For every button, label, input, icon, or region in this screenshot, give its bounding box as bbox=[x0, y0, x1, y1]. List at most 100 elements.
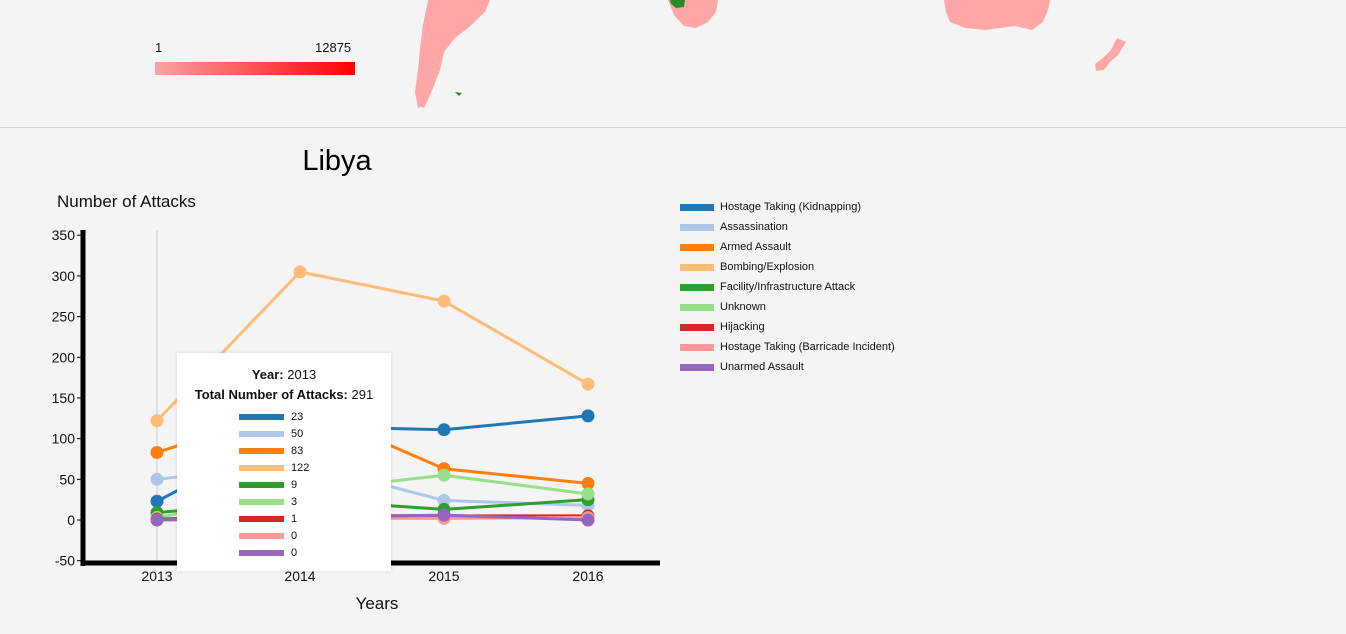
tooltip-swatch bbox=[239, 532, 284, 539]
data-point bbox=[437, 493, 451, 507]
tooltip-swatch bbox=[239, 481, 284, 488]
legend-item[interactable]: Facility/Infrastructure Attack bbox=[680, 277, 895, 297]
hover-tooltip: Year: 2013 Total Number of Attacks: 291 … bbox=[177, 353, 391, 571]
tooltip-row: 3 bbox=[239, 493, 297, 510]
scale-max-label: 12875 bbox=[315, 40, 352, 55]
chart-title: Libya bbox=[302, 145, 372, 177]
legend-swatch bbox=[680, 203, 714, 211]
map-country-new-zealand[interactable] bbox=[1095, 38, 1126, 71]
tooltip-value: 122 bbox=[291, 461, 310, 474]
section-divider bbox=[0, 127, 1346, 128]
y-tick-label: 0 bbox=[67, 512, 75, 528]
y-tick-label: 200 bbox=[52, 349, 76, 365]
legend-swatch bbox=[680, 283, 714, 291]
tooltip-row: 1 bbox=[239, 510, 297, 527]
legend-label: Hijacking bbox=[720, 321, 765, 333]
legend-item[interactable]: Armed Assault bbox=[680, 237, 895, 257]
tooltip-swatch bbox=[239, 447, 284, 454]
legend-item[interactable]: Unknown bbox=[680, 297, 895, 317]
scale-min-label: 1 bbox=[155, 40, 163, 55]
x-tick-label: 2014 bbox=[284, 568, 315, 584]
tooltip-row: 0 bbox=[239, 544, 297, 561]
map-country-selected-patch[interactable] bbox=[455, 92, 462, 96]
legend-swatch bbox=[680, 243, 714, 251]
tooltip-value: 23 bbox=[291, 410, 304, 423]
tooltip-swatch bbox=[239, 464, 284, 471]
color-scale-bar bbox=[155, 62, 355, 75]
legend-label: Bombing/Explosion bbox=[720, 261, 815, 273]
x-tick-label: 2013 bbox=[141, 568, 172, 584]
tooltip-value: 3 bbox=[291, 495, 298, 508]
y-tick-label: 150 bbox=[52, 390, 76, 406]
y-tick-label: 100 bbox=[52, 431, 76, 447]
tooltip-value: 9 bbox=[291, 478, 298, 491]
tooltip-value: 0 bbox=[291, 529, 298, 542]
tooltip-swatch bbox=[239, 498, 284, 505]
data-point bbox=[581, 513, 595, 527]
tooltip-row: 0 bbox=[239, 527, 297, 544]
series-line bbox=[155, 270, 589, 422]
data-point bbox=[581, 476, 595, 490]
legend-label: Assassination bbox=[720, 221, 788, 233]
legend-item[interactable]: Bombing/Explosion bbox=[680, 257, 895, 277]
legend-swatch bbox=[680, 343, 714, 351]
map-country-selected[interactable] bbox=[670, 0, 685, 8]
tooltip-total-value: 291 bbox=[351, 387, 374, 402]
x-tick-label: 2015 bbox=[428, 568, 459, 584]
legend-label: Facility/Infrastructure Attack bbox=[720, 281, 856, 293]
tooltip-value: 1 bbox=[291, 512, 298, 525]
data-point bbox=[150, 494, 164, 508]
tooltip-value: 0 bbox=[291, 546, 298, 559]
data-point bbox=[150, 472, 164, 486]
x-axis-title: Years bbox=[355, 594, 399, 613]
data-point bbox=[581, 377, 595, 391]
tooltip-row: 50 bbox=[239, 425, 303, 442]
legend-swatch bbox=[680, 263, 714, 271]
legend-item[interactable]: Hostage Taking (Kidnapping) bbox=[680, 197, 895, 217]
map-country-australia[interactable] bbox=[944, 0, 1050, 30]
legend-item[interactable]: Hostage Taking (Barricade Incident) bbox=[680, 337, 895, 357]
data-point bbox=[581, 409, 595, 423]
data-point bbox=[437, 468, 451, 482]
data-point bbox=[150, 513, 164, 527]
world-map[interactable]: 1 12875 bbox=[0, 0, 1346, 127]
legend-label: Hostage Taking (Kidnapping) bbox=[720, 201, 862, 213]
tooltip-row: 9 bbox=[239, 476, 297, 493]
tooltip-total-label: Total Number of Attacks: bbox=[194, 387, 348, 402]
tooltip-total-line: Total Number of Attacks: 291 bbox=[177, 387, 391, 402]
tooltip-row: 23 bbox=[239, 408, 303, 425]
y-tick-label: 50 bbox=[59, 471, 75, 487]
data-point bbox=[150, 414, 164, 428]
x-tick-label: 2016 bbox=[572, 568, 603, 584]
data-point bbox=[437, 423, 451, 437]
tooltip-row: 122 bbox=[239, 459, 309, 476]
tooltip-swatch bbox=[239, 515, 284, 522]
tooltip-swatch bbox=[239, 430, 284, 437]
map-svg bbox=[415, 0, 1126, 108]
map-country-south-america-tip[interactable] bbox=[415, 92, 425, 108]
tooltip-year-value: 2013 bbox=[287, 367, 317, 382]
y-tick-label: -50 bbox=[55, 553, 75, 569]
legend-item[interactable]: Unarmed Assault bbox=[680, 357, 895, 377]
legend-swatch bbox=[680, 223, 714, 231]
legend-swatch bbox=[680, 363, 714, 371]
y-tick-label: 250 bbox=[52, 309, 76, 325]
data-point bbox=[437, 508, 451, 522]
legend-label: Hostage Taking (Barricade Incident) bbox=[720, 341, 895, 353]
legend-item[interactable]: Hijacking bbox=[680, 317, 895, 337]
legend-item[interactable]: Assassination bbox=[680, 217, 895, 237]
legend-label: Unarmed Assault bbox=[720, 361, 804, 373]
legend-swatch bbox=[680, 323, 714, 331]
tooltip-row: 83 bbox=[239, 442, 303, 459]
y-tick-label: 300 bbox=[52, 268, 76, 284]
data-point bbox=[437, 294, 451, 308]
data-point bbox=[581, 487, 595, 501]
map-country-south-america[interactable] bbox=[415, 0, 490, 108]
y-tick-label: 350 bbox=[52, 227, 76, 243]
chart-legend: Hostage Taking (Kidnapping) Assassination… bbox=[680, 197, 895, 377]
tooltip-swatch bbox=[239, 549, 284, 556]
tooltip-year-line: Year: 2013 bbox=[177, 367, 391, 382]
data-point bbox=[293, 265, 307, 279]
y-axis-title: Number of Attacks bbox=[57, 192, 196, 211]
